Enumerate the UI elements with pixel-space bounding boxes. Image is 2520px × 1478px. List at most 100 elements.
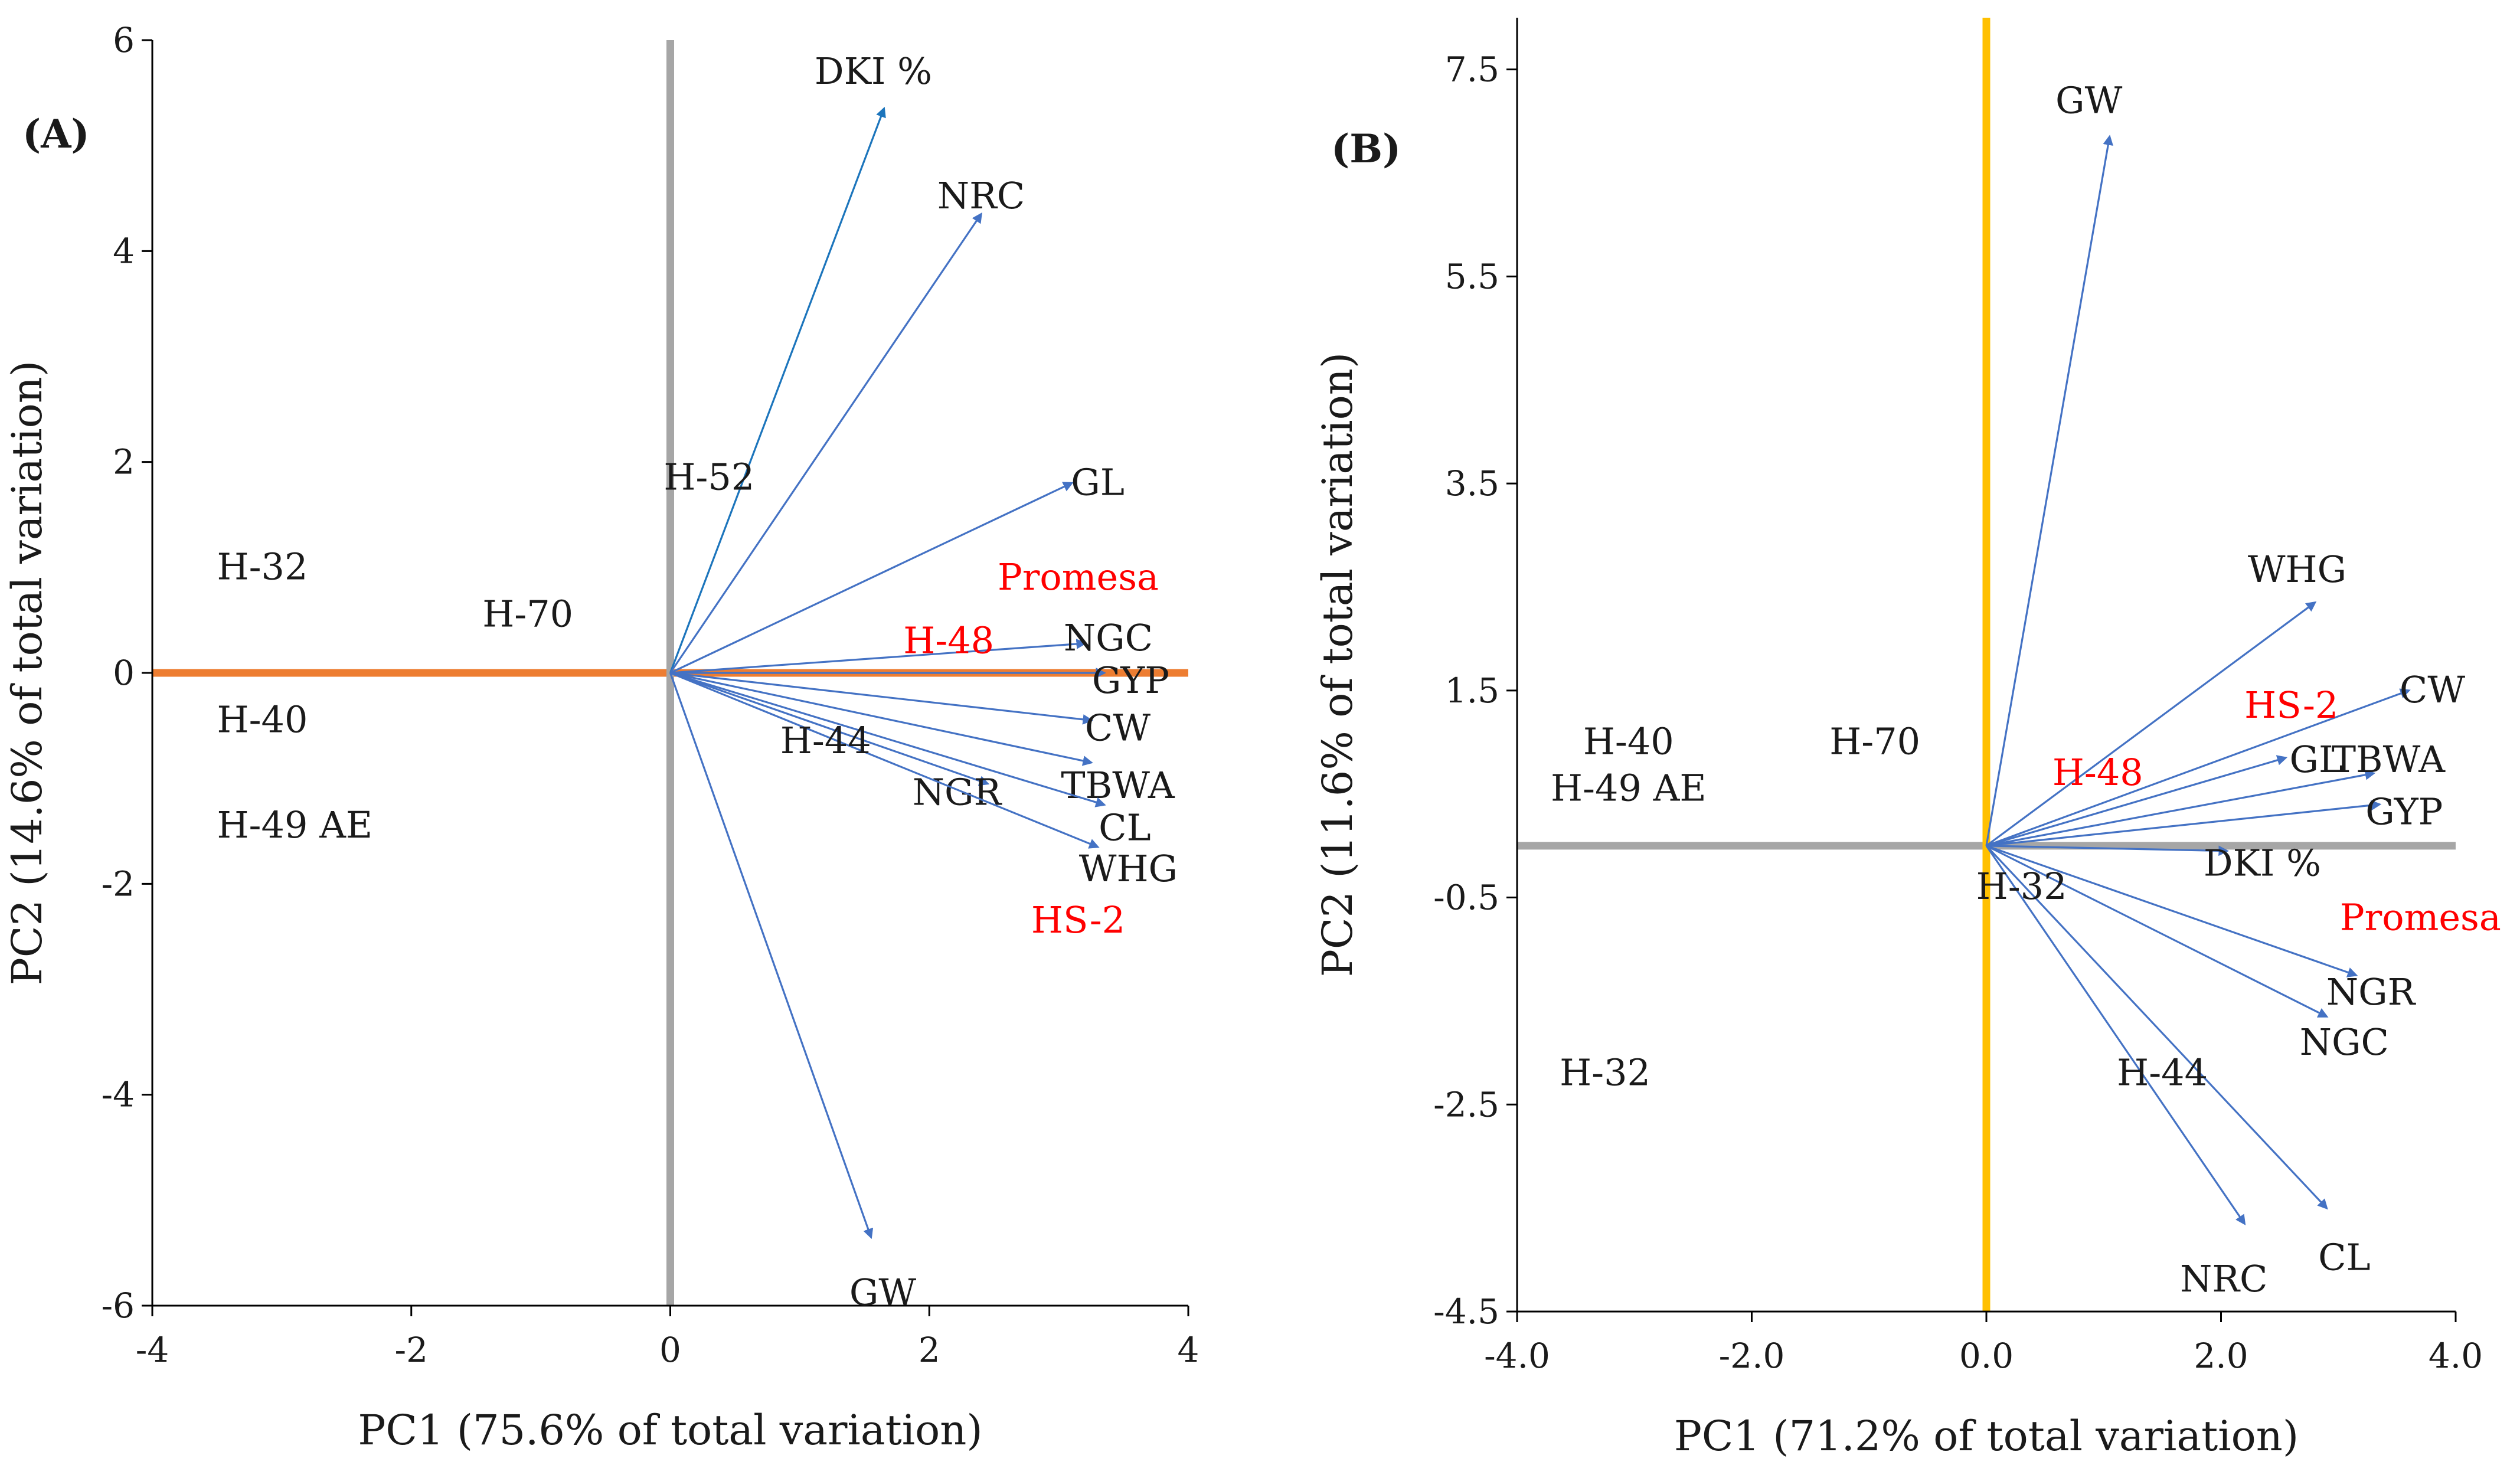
panel-b-vector-label-ngc: NGC [2300,1021,2389,1064]
panel-b-vector-label-cw: CW [2400,668,2465,711]
panel-a-vector-dki-pct [669,106,886,673]
panel-b-y-tick-label: -2.5 [1433,1084,1499,1124]
panel-b-y-tick-label: 3.5 [1445,463,1499,503]
panel-a-x-tick-label: 2 [919,1330,940,1370]
panel-b-y-tick-label: -4.5 [1433,1291,1499,1332]
panel-b-x-tick-label: 2.0 [2194,1336,2248,1376]
panel-b-vector-label-gl: GL [2289,738,2343,781]
panel-b-y-ticks: -4.5 -2.5 -0.5 1.5 3.5 5.5 7.5 [1433,50,1517,1332]
panel-b-vector-cw [1986,688,2411,847]
panel-b-vector-label-tbwa: TBWA [2332,738,2446,781]
panel-b-vector-label-ngr: NGR [2326,970,2417,1013]
panel-b-genotype-label-h-70: H-70 [1829,720,1920,763]
panel-b-vector-ngc [1986,845,2329,1018]
panel-a-genotype-label-h-32: H-32 [217,545,308,588]
panel-a-vector-gw [669,672,874,1240]
panel-b-x-tick-label: 4.0 [2429,1336,2483,1376]
panel-a-y-tick-label: -4 [102,1075,135,1115]
panel-b-vector-whg [1986,601,2317,847]
panel-b-x-tick-label: -2.0 [1719,1336,1785,1376]
panel-b-label: (B) [1331,126,1401,172]
panel-a-label: (A) [22,111,90,157]
panel-a-y-tick-label: 0 [113,653,135,693]
panel-a-x-tick-label: -2 [395,1330,429,1370]
panel-b-vector-gw [1985,135,2113,846]
panel-a-y-axis-title: PC2 (14.6% of total variation) [3,361,51,985]
panel-b-y-tick-label: 7.5 [1445,50,1499,90]
panel-a-y-ticks: -6 -4 -2 0 2 4 6 [102,20,152,1326]
panel-a-vector-cl [670,672,1106,807]
panel-b-genotype-label-h-32: H-32 [1560,1051,1650,1094]
panel-b-vector-label-nrc: NRC [2180,1257,2267,1300]
panel-a-genotype-label-h-48: H-48 [903,619,994,662]
panel-a-x-ticks: -4 -2 0 2 4 [136,1306,1199,1370]
panel-a-genotype-label-h-49-ae: H-49 AE [217,803,372,846]
panel-a-vector-nrc [669,212,982,673]
panel-a-y-tick-label: 6 [113,20,135,60]
panel-a-vector-label-dki-pct: DKI % [815,50,932,93]
panel-a-vector-gl [669,482,1074,674]
panel-b-vector-gl [1986,755,2288,847]
panel-a-vector-label-nrc: NRC [937,174,1025,217]
panel-a-vector-label-gyp: GYP [1092,659,1169,702]
panel-a-vector-ngc [670,639,1087,674]
panel-a-genotype-label-h-40: H-40 [217,698,308,741]
panel-a-vector-tbwa [670,672,1093,766]
panel-b-genotype-label-promesa: Promesa [2340,896,2501,939]
panel-a-vector-cw [670,672,1093,725]
panel-b-vector-label-dki-pct: DKI % [2204,842,2321,885]
panel-b-genotype-label-h-48: H-48 [2052,751,2143,794]
panel-a-y-tick-label: 4 [113,231,135,271]
biplot-panel-b: -4.5 -2.5 -0.5 1.5 3.5 5.5 7.5 -4.0 -2.0 0.0 2.0 4… [1313,18,2501,1460]
panel-a-vector-label-ngc: NGC [1064,616,1153,659]
panel-a-x-axis-title: PC1 (75.6% of total variation) [358,1406,982,1454]
panel-b-y-tick-label: 5.5 [1445,256,1499,296]
panel-a-x-tick-label: -4 [136,1330,169,1370]
panel-b-genotype-label-h-40: H-40 [1583,720,1674,763]
panel-a-y-tick-label: 2 [113,442,135,482]
panel-b-zero-lines [1517,18,2456,1312]
panel-b-genotype-labels: H-40 H-70 H-49 AE H-32 H-32 H-44 HS-2 H-48 Prome… [1551,684,2501,1094]
panel-b-vector-dki-pct [1986,845,2229,856]
panel-b-x-ticks: -4.0 -2.0 0.0 2.0 4.0 [1484,1312,2483,1376]
panel-a-vector-ngr [669,672,990,786]
panel-a-vector-label-tbwa: TBWA [1061,764,1175,807]
panel-a-genotype-label-hs-2: HS-2 [1031,898,1125,941]
panel-b-genotype-label-h-32: H-32 [1976,865,2067,908]
panel-b-vector-ngr [1986,845,2358,977]
panel-b-vector-label-gyp: GYP [2365,790,2443,833]
panel-a-genotype-label-h-70: H-70 [482,593,573,636]
panel-a-vector-label-cl: CL [1099,806,1151,849]
panel-a-vector-label-cw: CW [1085,706,1150,749]
panel-a-y-tick-label: -6 [102,1286,135,1326]
panel-a-vector-label-gw: GW [849,1271,917,1314]
panel-b-vector-tbwa [1986,770,2376,847]
panel-b-vector-cl [1985,845,2328,1210]
panel-b-x-axis-title: PC1 (71.2% of total variation) [1674,1412,2299,1460]
panel-a-y-tick-label: -2 [102,864,135,904]
panel-a-x-tick-label: 4 [1178,1330,1199,1370]
panel-a-genotype-label-h-44: H-44 [780,719,871,762]
panel-b-y-axis-title: PC2 (11.6% of total variation) [1313,352,1362,977]
panel-b-y-tick-label: -0.5 [1433,878,1499,918]
panel-b-y-tick-label: 1.5 [1445,671,1499,711]
panel-b-genotype-label-hs-2: HS-2 [2244,684,2338,727]
panel-a-x-tick-label: 0 [659,1330,681,1370]
panel-b-genotype-label-h-44: H-44 [2117,1051,2208,1094]
panel-b-vector-nrc [1985,845,2246,1225]
panel-b-vector-label-whg: WHG [2248,548,2346,591]
panel-a-genotype-label-h-52: H-52 [663,455,754,498]
panel-b-x-tick-label: -4.0 [1484,1336,1550,1376]
panel-b-vector-label-cl: CL [2318,1236,2371,1279]
panel-b-x-tick-label: 0.0 [1959,1336,2014,1376]
panel-a-vector-whg [669,672,1100,849]
panel-b-vector-gyp [1986,800,2382,847]
panel-b-vector-label-gw: GW [2055,79,2123,122]
panel-a-genotype-label-promesa: Promesa [998,555,1159,599]
panel-b-genotype-label-h-49-ae: H-49 AE [1551,766,1707,809]
